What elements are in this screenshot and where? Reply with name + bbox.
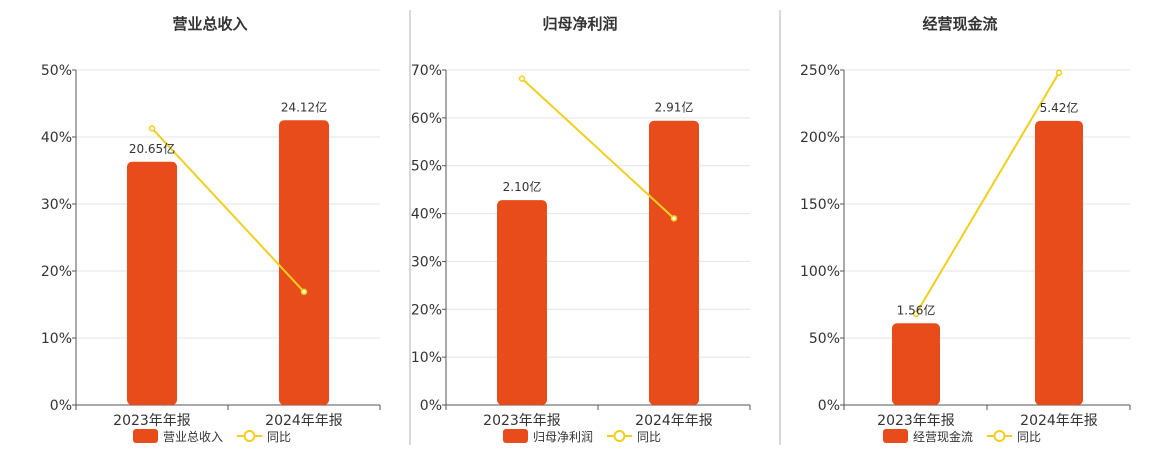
line-point — [148, 125, 156, 132]
line-point — [300, 288, 308, 296]
legend-label: 归母净利润 — [533, 430, 593, 444]
legend-label: 同比 — [267, 430, 291, 444]
x-tick-label: 2024年年报 — [1020, 413, 1098, 429]
x-tick-label: 2023年年报 — [483, 413, 561, 429]
y-tick-label: 20% — [41, 264, 72, 280]
legend-label: 同比 — [1017, 430, 1041, 444]
line-point — [1055, 69, 1063, 76]
y-tick-label: 20% — [411, 302, 442, 318]
chart-title: 经营现金流 — [922, 15, 997, 33]
bar — [649, 120, 699, 405]
y-tick-label: 0% — [50, 398, 72, 414]
bar-data-label: 2.91亿 — [655, 100, 694, 115]
legend-label: 同比 — [637, 430, 661, 444]
line-point — [670, 215, 678, 222]
bar — [1035, 120, 1083, 406]
chart-title: 营业总收入 — [172, 15, 247, 33]
y-tick-label: 30% — [411, 254, 442, 270]
legend-bar-swatch — [503, 429, 528, 443]
x-tick-label: 2023年年报 — [877, 413, 955, 429]
y-tick-label: 50% — [41, 63, 72, 79]
x-tick-label: 2024年年报 — [265, 413, 343, 429]
line-series — [151, 127, 305, 293]
y-tick-label: 10% — [41, 331, 72, 347]
y-tick-label: 50% — [809, 331, 840, 347]
chart-title: 归母净利润 — [542, 15, 617, 33]
y-tick-label: 0% — [818, 398, 840, 414]
x-tick-label: 2023年年报 — [113, 413, 191, 429]
bar-data-label: 2.10亿 — [503, 179, 542, 194]
y-tick-label: 100% — [800, 264, 840, 280]
bar — [127, 161, 177, 405]
bar — [279, 120, 329, 405]
legend-bar-swatch — [883, 429, 908, 443]
y-tick-label: 30% — [41, 197, 72, 213]
legend-bar-swatch — [133, 429, 158, 443]
legend-line-marker — [243, 430, 256, 442]
y-tick-label: 250% — [800, 63, 840, 79]
y-tick-label: 70% — [411, 63, 442, 79]
legend-label: 经营现金流 — [913, 429, 973, 444]
legend-line-marker — [613, 430, 626, 442]
x-tick-label: 2024年年报 — [635, 413, 713, 429]
bar-data-label: 24.12亿 — [281, 99, 327, 114]
y-tick-label: 40% — [41, 130, 72, 146]
bar-data-label: 5.42亿 — [1040, 100, 1079, 115]
y-tick-label: 10% — [411, 350, 442, 366]
y-tick-label: 40% — [411, 207, 442, 223]
line-series — [915, 72, 1060, 315]
y-tick-label: 150% — [800, 197, 840, 213]
line-series — [521, 77, 675, 220]
y-tick-label: 50% — [411, 159, 442, 175]
bar — [892, 323, 940, 405]
y-tick-label: 200% — [800, 130, 840, 146]
y-tick-label: 0% — [420, 398, 442, 414]
bar-data-label: 1.56亿 — [897, 302, 936, 317]
line-point — [518, 75, 526, 82]
bar-data-label: 20.65亿 — [129, 141, 175, 156]
legend-label: 营业总收入 — [163, 430, 223, 444]
y-tick-label: 60% — [411, 111, 442, 127]
legend-line-marker — [993, 430, 1006, 442]
line-point — [912, 310, 920, 318]
bar — [497, 200, 547, 405]
